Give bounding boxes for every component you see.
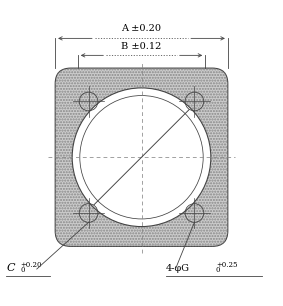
Circle shape: [72, 88, 211, 226]
FancyBboxPatch shape: [55, 68, 228, 246]
Text: 0: 0: [20, 266, 25, 274]
Text: +0.25: +0.25: [216, 261, 237, 269]
Text: C: C: [6, 263, 15, 273]
Text: +0.20: +0.20: [20, 261, 42, 269]
Text: 4-φG: 4-φG: [166, 264, 190, 273]
Text: 0: 0: [216, 266, 220, 274]
Text: A ±0.20: A ±0.20: [121, 24, 162, 33]
Text: B ±0.12: B ±0.12: [121, 42, 162, 51]
